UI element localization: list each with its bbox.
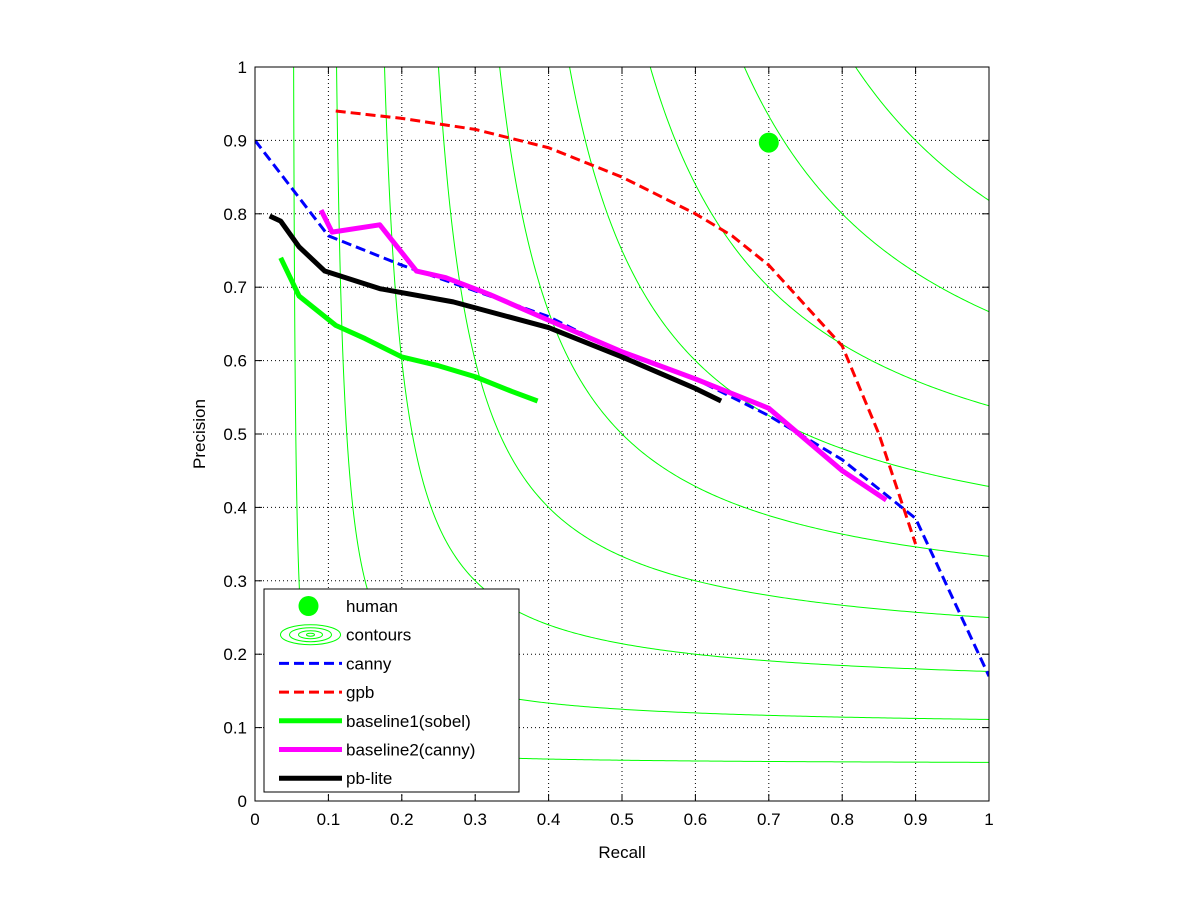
f-measure-contours	[293, 67, 989, 763]
series-line-gpb	[335, 109, 918, 545]
x-axis-label: Recall	[598, 843, 645, 862]
x-tick-label: 0	[250, 810, 259, 829]
human-marker	[758, 132, 779, 153]
y-tick-label: 0.9	[223, 131, 247, 150]
x-tick-label: 0.3	[463, 810, 487, 829]
legend-label-gpb: gpb	[346, 683, 374, 702]
x-tick-label: 0.8	[830, 810, 854, 829]
f-contour-line	[437, 67, 989, 618]
x-tick-label: 0.7	[757, 810, 781, 829]
legend-contour-icon	[280, 624, 341, 646]
series-line-baseline2-canny	[318, 209, 888, 503]
legend-box	[263, 588, 520, 793]
legend-contour-icon	[298, 630, 323, 640]
legend-label-baseline1-sobel: baseline1(sobel)	[346, 712, 471, 731]
f-contour-line	[743, 67, 989, 313]
y-tick-label: 0	[238, 792, 247, 811]
f-contour-line	[854, 67, 989, 201]
y-tick-label: 1	[238, 58, 247, 77]
y-tick-label: 0.1	[223, 719, 247, 738]
legend-human-marker	[298, 596, 319, 616]
human-marker-layer	[758, 132, 779, 153]
y-tick-label: 0.6	[223, 352, 247, 371]
y-tick-label: 0.7	[223, 278, 247, 297]
series-line-canny	[255, 139, 989, 677]
y-tick-label: 0.4	[223, 498, 247, 517]
y-axis-label: Precision	[190, 399, 209, 469]
x-tick-label: 0.9	[904, 810, 928, 829]
f-contour-line	[499, 67, 989, 557]
series-line-baseline1-sobel	[278, 256, 539, 404]
f-contour-line	[649, 67, 989, 407]
legend-contour-icon	[306, 632, 315, 637]
x-tick-label: 0.1	[317, 810, 341, 829]
series-line-pb-lite	[268, 213, 723, 404]
x-tick-label: 0.5	[610, 810, 634, 829]
legend-label-contours: contours	[346, 626, 411, 645]
f-contour-line	[384, 67, 989, 672]
legend: human contours canny gpb baseline1(sobel) bas…	[263, 588, 520, 793]
x-tick-label: 1	[984, 810, 993, 829]
axis-ticks: 0 0.1 0.2 0.3 0.4 0.5 0.6 0.7 0.8 0.9 1 0 0.1 0.2 0.3 0…	[223, 58, 993, 829]
y-tick-label: 0.3	[223, 572, 247, 591]
y-tick-label: 0.8	[223, 205, 247, 224]
legend-label-human: human	[346, 597, 398, 616]
y-tick-label: 0.5	[223, 425, 247, 444]
x-tick-label: 0.6	[684, 810, 708, 829]
legend-label-pb-lite: pb-lite	[346, 769, 392, 788]
legend-contour-icon	[289, 627, 332, 643]
x-tick-label: 0.2	[390, 810, 414, 829]
y-tick-label: 0.2	[223, 645, 247, 664]
series-lines	[255, 109, 989, 677]
x-tick-label: 0.4	[537, 810, 561, 829]
legend-label-baseline2-canny: baseline2(canny)	[346, 741, 475, 760]
legend-label-canny: canny	[346, 654, 392, 673]
f-contour-line	[569, 67, 989, 487]
